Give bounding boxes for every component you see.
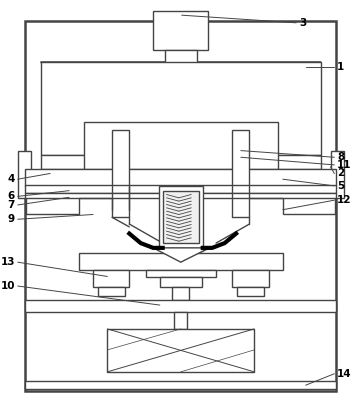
Bar — [25, 193, 336, 198]
Text: 4: 4 — [7, 174, 15, 184]
Bar — [25, 300, 336, 312]
Bar — [26, 186, 79, 215]
Text: 6: 6 — [7, 191, 15, 202]
Bar — [145, 270, 216, 277]
Bar — [107, 329, 254, 372]
Bar — [41, 155, 321, 169]
Text: 7: 7 — [7, 200, 15, 210]
Bar — [159, 186, 203, 248]
Bar — [160, 277, 202, 287]
Bar — [79, 253, 283, 270]
Bar — [172, 287, 189, 300]
Bar — [283, 186, 335, 215]
Text: 2: 2 — [337, 169, 344, 178]
Text: 3: 3 — [299, 18, 306, 28]
Polygon shape — [153, 248, 210, 262]
Bar — [153, 11, 209, 49]
Bar — [25, 185, 336, 193]
Bar — [93, 270, 129, 287]
Bar — [18, 151, 31, 198]
Bar — [232, 130, 250, 186]
Text: 8: 8 — [337, 152, 344, 162]
Bar — [163, 191, 199, 243]
Text: 12: 12 — [337, 195, 352, 205]
Polygon shape — [41, 62, 321, 91]
Text: 5: 5 — [337, 181, 344, 191]
Polygon shape — [84, 93, 278, 122]
Bar — [84, 122, 278, 169]
Bar — [165, 49, 197, 122]
Bar — [237, 287, 264, 297]
Bar — [41, 62, 321, 155]
Text: 11: 11 — [337, 160, 352, 170]
Text: 1: 1 — [337, 62, 344, 72]
Bar — [232, 270, 269, 287]
Bar — [25, 381, 336, 389]
Bar — [331, 151, 344, 198]
Text: 13: 13 — [0, 257, 15, 267]
Bar — [98, 287, 125, 297]
Bar — [155, 116, 206, 131]
Bar — [174, 312, 188, 329]
Text: 14: 14 — [337, 369, 352, 379]
Text: 10: 10 — [0, 281, 15, 291]
Bar — [25, 169, 336, 186]
Bar — [112, 130, 129, 186]
Text: 9: 9 — [8, 214, 15, 224]
